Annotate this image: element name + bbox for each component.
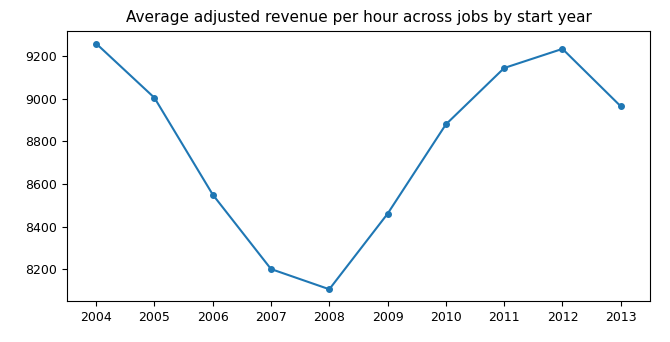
Title: Average adjusted revenue per hour across jobs by start year: Average adjusted revenue per hour across… xyxy=(125,11,592,25)
